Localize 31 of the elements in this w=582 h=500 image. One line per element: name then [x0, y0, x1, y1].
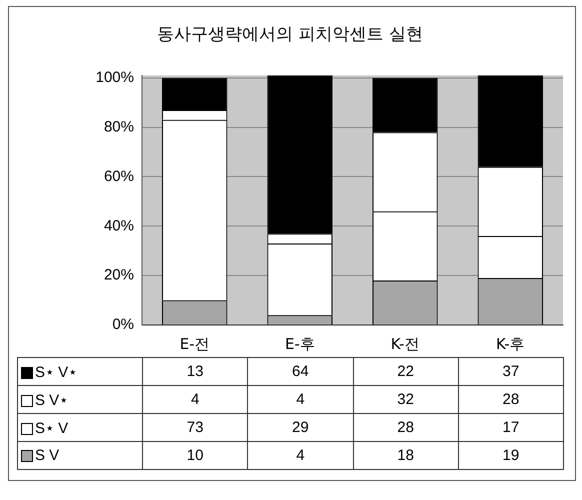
legend-label: S⋆ V — [18, 414, 142, 442]
y-tick-label: 100% — [96, 69, 134, 86]
legend-label: S V — [18, 442, 142, 470]
x-tick-label: K-전 — [390, 334, 420, 353]
data-label: 13 — [142, 358, 248, 386]
data-label: 4 — [248, 386, 353, 414]
data-label: 22 — [353, 358, 458, 386]
data-label: 19 — [458, 442, 564, 470]
data-label: 37 — [458, 358, 564, 386]
x-tick-label: E-후 — [284, 334, 315, 353]
y-tick-label: 20% — [104, 266, 134, 284]
x-tick-label: E-전 — [180, 334, 210, 353]
legend-label: S V⋆ — [18, 386, 142, 414]
chart-title: 동사구생략에서의 피치악센트 실현 — [157, 24, 423, 45]
data-label: 32 — [353, 386, 458, 414]
y-tick-label: 80% — [104, 118, 134, 136]
legend-label: S⋆ V⋆ — [18, 358, 142, 386]
data-label: 10 — [142, 442, 248, 470]
data-label: 64 — [248, 358, 353, 386]
data-label: 73 — [142, 414, 248, 442]
data-label: 28 — [458, 386, 564, 414]
y-tick-label: 0% — [112, 316, 134, 334]
y-tick-label: 60% — [104, 168, 134, 185]
y-tick-label: 40% — [104, 217, 134, 234]
data-label: 29 — [248, 414, 353, 442]
data-label: 17 — [458, 414, 564, 442]
data-label: 4 — [248, 442, 353, 470]
data-label: 4 — [142, 386, 248, 414]
data-label: 18 — [353, 442, 458, 470]
x-tick-label: K-후 — [496, 334, 525, 353]
data-label: 28 — [353, 414, 458, 442]
